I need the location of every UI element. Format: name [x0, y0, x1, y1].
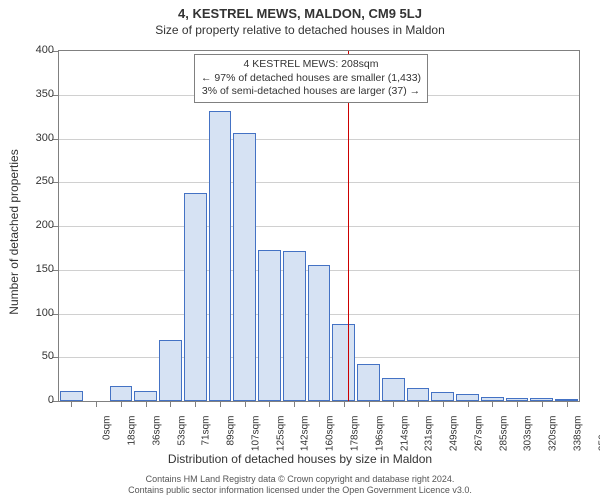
x-tick-label: 214sqm [399, 416, 410, 456]
x-tick [245, 401, 246, 407]
chart-title: 4, KESTREL MEWS, MALDON, CM9 5LJ [0, 0, 600, 21]
histogram-bar [159, 340, 182, 401]
attribution: Contains HM Land Registry data © Crown c… [0, 474, 600, 497]
x-tick-label: 338sqm [572, 416, 583, 456]
x-tick-label: 71sqm [201, 416, 212, 456]
histogram-bar [209, 111, 232, 402]
y-tick-label: 200 [36, 219, 54, 231]
chart-container: 4, KESTREL MEWS, MALDON, CM9 5LJ Size of… [0, 0, 600, 500]
x-tick [319, 401, 320, 407]
histogram-bar [407, 388, 430, 401]
x-tick-label: 303sqm [523, 416, 534, 456]
x-tick-label: 107sqm [250, 416, 261, 456]
x-tick-label: 160sqm [325, 416, 336, 456]
x-tick [468, 401, 469, 407]
x-tick-label: 196sqm [374, 416, 385, 456]
x-tick [220, 401, 221, 407]
y-tick-label: 350 [36, 88, 54, 100]
x-tick [542, 401, 543, 407]
x-tick [294, 401, 295, 407]
x-tick-label: 89sqm [226, 416, 237, 456]
y-tick-label: 100 [36, 307, 54, 319]
histogram-bar [184, 193, 207, 401]
chart-subtitle: Size of property relative to detached ho… [0, 21, 600, 37]
annotation-box: 4 KESTREL MEWS: 208sqm ← 97% of detached… [194, 54, 428, 103]
histogram-bar [233, 133, 256, 401]
histogram-bar [283, 251, 306, 402]
x-tick-label: 178sqm [350, 416, 361, 456]
y-tick-label: 0 [48, 394, 54, 406]
x-tick-label: 142sqm [300, 416, 311, 456]
gridline [59, 139, 579, 140]
histogram-bar [431, 392, 454, 401]
attribution-line-1: Contains HM Land Registry data © Crown c… [0, 474, 600, 485]
histogram-bar [110, 386, 133, 401]
histogram-bar [332, 324, 355, 401]
histogram-bar [60, 391, 83, 402]
y-tick-label: 250 [36, 175, 54, 187]
x-tick [170, 401, 171, 407]
x-tick [517, 401, 518, 407]
x-tick [96, 401, 97, 407]
histogram-bar [382, 378, 405, 401]
y-tick-label: 300 [36, 132, 54, 144]
histogram-bar [308, 265, 331, 401]
x-tick [344, 401, 345, 407]
x-tick-label: 53sqm [176, 416, 187, 456]
histogram-bar [258, 250, 281, 401]
y-tick-label: 400 [36, 44, 54, 56]
y-tick-label: 50 [42, 350, 54, 362]
histogram-bar [456, 394, 479, 401]
x-tick-label: 249sqm [449, 416, 460, 456]
marker-line [348, 51, 349, 401]
x-tick [71, 401, 72, 407]
x-tick [369, 401, 370, 407]
annotation-line-1: 4 KESTREL MEWS: 208sqm [201, 58, 421, 72]
attribution-line-2: Contains public sector information licen… [0, 485, 600, 496]
x-tick-label: 267sqm [473, 416, 484, 456]
x-tick-label: 285sqm [498, 416, 509, 456]
annotation-line-3: 3% of semi-detached houses are larger (3… [201, 85, 421, 99]
y-tick-label: 150 [36, 263, 54, 275]
x-tick-label: 320sqm [548, 416, 559, 456]
y-axis-title: Number of detached properties [7, 149, 21, 314]
x-tick-label: 125sqm [275, 416, 286, 456]
annotation-line-2: ← 97% of detached houses are smaller (1,… [201, 72, 421, 86]
x-tick [195, 401, 196, 407]
gridline [59, 182, 579, 183]
x-tick [567, 401, 568, 407]
x-tick [443, 401, 444, 407]
x-tick [146, 401, 147, 407]
x-tick-label: 18sqm [127, 416, 138, 456]
histogram-bar [357, 364, 380, 401]
gridline [59, 226, 579, 227]
x-tick-label: 231sqm [424, 416, 435, 456]
plot-area: 4 KESTREL MEWS: 208sqm ← 97% of detached… [58, 50, 580, 402]
x-tick [269, 401, 270, 407]
x-tick [393, 401, 394, 407]
x-tick [121, 401, 122, 407]
histogram-bar [134, 391, 157, 402]
x-tick-label: 36sqm [151, 416, 162, 456]
x-tick-label: 0sqm [102, 416, 113, 456]
x-tick [492, 401, 493, 407]
x-tick [418, 401, 419, 407]
